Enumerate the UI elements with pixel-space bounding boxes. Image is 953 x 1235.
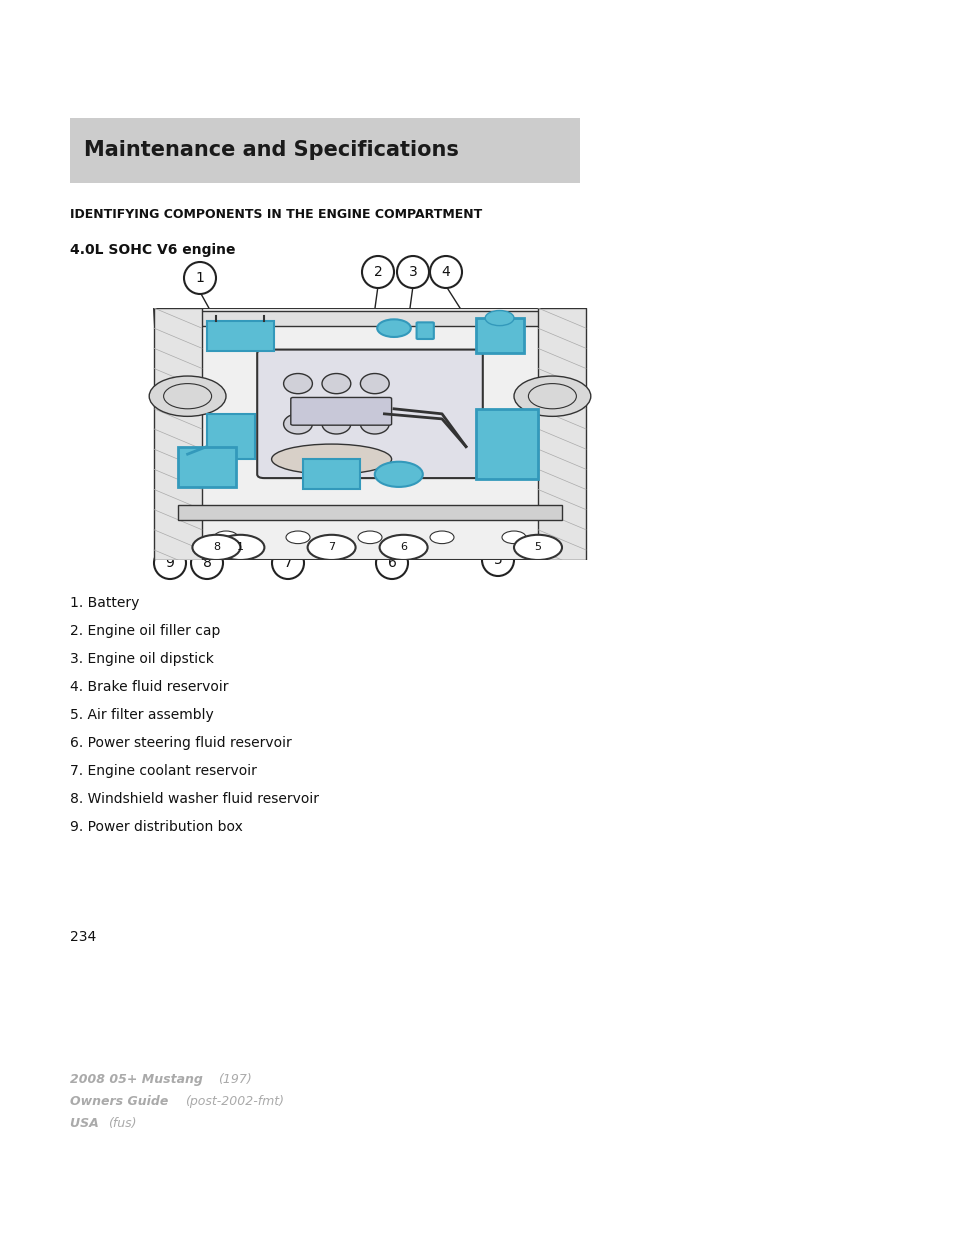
- Text: 3: 3: [408, 266, 416, 279]
- Circle shape: [501, 531, 525, 543]
- FancyBboxPatch shape: [476, 409, 537, 479]
- FancyBboxPatch shape: [178, 447, 235, 487]
- FancyBboxPatch shape: [257, 350, 482, 478]
- Ellipse shape: [322, 414, 351, 433]
- Ellipse shape: [283, 414, 312, 433]
- Text: 1: 1: [236, 542, 244, 552]
- Circle shape: [430, 256, 461, 288]
- Text: 8: 8: [213, 542, 220, 552]
- Circle shape: [193, 535, 240, 559]
- Text: 3. Engine oil dipstick: 3. Engine oil dipstick: [70, 652, 213, 666]
- Text: IDENTIFYING COMPONENTS IN THE ENGINE COMPARTMENT: IDENTIFYING COMPONENTS IN THE ENGINE COM…: [70, 207, 482, 221]
- Circle shape: [430, 531, 454, 543]
- Ellipse shape: [322, 373, 351, 394]
- Text: 6: 6: [399, 542, 407, 552]
- Text: 6. Power steering fluid reservoir: 6. Power steering fluid reservoir: [70, 736, 292, 750]
- Text: 5: 5: [493, 553, 502, 567]
- FancyBboxPatch shape: [207, 414, 254, 459]
- Text: 9: 9: [166, 556, 174, 571]
- Circle shape: [485, 310, 514, 326]
- Text: 9. Power distribution box: 9. Power distribution box: [70, 820, 243, 834]
- Circle shape: [216, 535, 264, 559]
- FancyBboxPatch shape: [158, 310, 580, 326]
- Text: (post-2002-fmt): (post-2002-fmt): [185, 1095, 284, 1108]
- Circle shape: [153, 547, 186, 579]
- Ellipse shape: [272, 445, 391, 474]
- Text: 6: 6: [387, 556, 396, 571]
- Text: 7: 7: [328, 542, 335, 552]
- Text: 7. Engine coolant reservoir: 7. Engine coolant reservoir: [70, 764, 256, 778]
- Circle shape: [191, 547, 223, 579]
- Text: 5. Air filter assembly: 5. Air filter assembly: [70, 708, 213, 722]
- Text: 8: 8: [202, 556, 212, 571]
- Circle shape: [481, 543, 514, 576]
- Circle shape: [379, 535, 427, 559]
- Ellipse shape: [360, 414, 389, 433]
- Circle shape: [396, 256, 429, 288]
- FancyBboxPatch shape: [70, 119, 579, 183]
- FancyBboxPatch shape: [207, 321, 274, 351]
- Circle shape: [375, 462, 422, 487]
- Text: 2: 2: [374, 266, 382, 279]
- FancyBboxPatch shape: [302, 459, 360, 489]
- Circle shape: [286, 531, 310, 543]
- Text: 5: 5: [534, 542, 541, 552]
- Circle shape: [514, 535, 561, 559]
- Circle shape: [375, 547, 408, 579]
- Text: 4.0L SOHC V6 engine: 4.0L SOHC V6 engine: [70, 243, 235, 257]
- Circle shape: [213, 531, 237, 543]
- Ellipse shape: [360, 373, 389, 394]
- FancyBboxPatch shape: [153, 308, 202, 559]
- Text: (197): (197): [218, 1073, 252, 1086]
- Text: Maintenance and Specifications: Maintenance and Specifications: [84, 141, 458, 161]
- Ellipse shape: [283, 373, 312, 394]
- Text: 4: 4: [441, 266, 450, 279]
- Circle shape: [184, 262, 215, 294]
- Circle shape: [272, 547, 304, 579]
- Circle shape: [514, 375, 590, 416]
- Circle shape: [149, 375, 226, 416]
- Polygon shape: [153, 308, 585, 559]
- FancyBboxPatch shape: [476, 319, 523, 353]
- Text: USA: USA: [70, 1116, 103, 1130]
- Text: 7: 7: [283, 556, 292, 571]
- Text: 1. Battery: 1. Battery: [70, 597, 139, 610]
- Text: Owners Guide: Owners Guide: [70, 1095, 172, 1108]
- FancyBboxPatch shape: [416, 322, 434, 338]
- Circle shape: [376, 320, 411, 337]
- Text: 8. Windshield washer fluid reservoir: 8. Windshield washer fluid reservoir: [70, 792, 318, 806]
- Text: 2. Engine oil filler cap: 2. Engine oil filler cap: [70, 624, 220, 638]
- Text: 2008 05+ Mustang: 2008 05+ Mustang: [70, 1073, 207, 1086]
- FancyBboxPatch shape: [178, 505, 561, 520]
- Circle shape: [357, 531, 381, 543]
- FancyBboxPatch shape: [537, 308, 585, 559]
- Text: 1: 1: [195, 270, 204, 285]
- FancyBboxPatch shape: [291, 398, 391, 425]
- Circle shape: [361, 256, 394, 288]
- Text: (fus): (fus): [108, 1116, 136, 1130]
- Text: 234: 234: [70, 930, 96, 944]
- Circle shape: [307, 535, 355, 559]
- Text: 4. Brake fluid reservoir: 4. Brake fluid reservoir: [70, 680, 229, 694]
